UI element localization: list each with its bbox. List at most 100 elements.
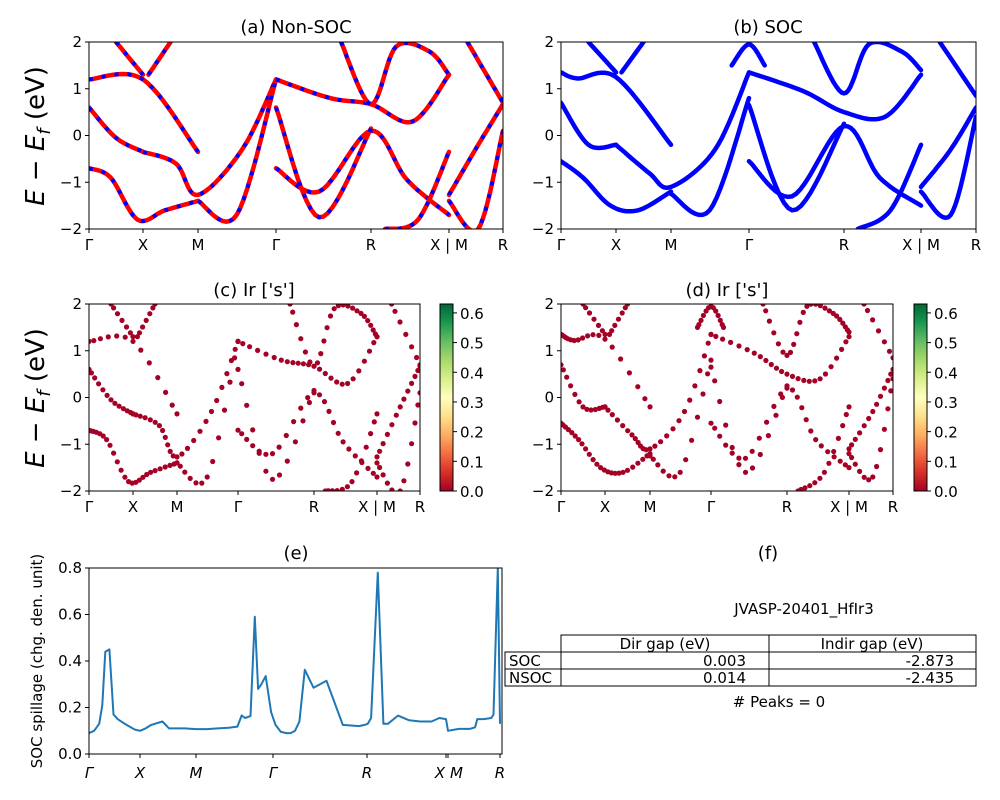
projection-point [602,336,608,342]
projection-point [224,371,230,377]
projection-point [798,486,804,491]
projection-point [374,460,380,466]
projection-point [857,468,863,474]
projection-point [588,407,594,413]
band-line-soc-dashed [196,78,278,224]
projection-point [384,480,390,486]
projection-point [564,374,570,380]
x-tick-label: M [190,764,203,782]
projection-point [305,395,311,401]
panel-d-colorbar [913,303,928,492]
projection-point [794,394,800,400]
y-tick-label: −1 [532,173,554,191]
projection-point [787,349,794,355]
projection-point [763,357,769,364]
projection-point [705,371,711,377]
projection-point [857,430,863,436]
panel-e-title: (e) [283,543,308,564]
projection-point [602,331,608,337]
projection-point [298,336,304,342]
projection-point [595,322,602,328]
projection-point [849,454,855,461]
projection-point [825,449,831,455]
projection-point [799,405,805,411]
band-line-soc [855,142,924,229]
y-tick-label: 1 [544,342,554,360]
projection-point [775,341,782,347]
projection-point [812,378,818,384]
projection-point [368,322,374,328]
projection-point [204,474,210,480]
band-line-soc-dashed [274,106,373,220]
projection-point [652,443,658,449]
projection-point [629,432,635,438]
projection-point [179,451,185,457]
projection-point [615,316,622,322]
projection-point [802,485,808,491]
projection-point [401,478,407,484]
projection-point [861,304,867,307]
x-tick-label: R [839,236,849,254]
projection-point [143,317,149,323]
table-cell-soc-indir: -2.873 [906,652,954,670]
band-line-soc [613,70,752,190]
projection-point [877,447,884,453]
projection-point [191,437,197,444]
projection-point [156,423,162,429]
projection-point [768,361,774,368]
projection-point [107,442,113,448]
projection-point [795,376,801,382]
projection-point [881,426,888,432]
x-tick-label: M [450,764,463,782]
projection-point [694,414,701,420]
projection-point [616,470,622,476]
projection-point [150,305,156,311]
projection-point [700,312,707,319]
projection-point [239,381,245,387]
projection-point [361,313,367,319]
projection-point [405,388,411,394]
projection-point [184,445,191,451]
projection-point [585,333,591,339]
projection-point [167,448,173,454]
projection-point [635,460,641,466]
projection-point [594,461,600,467]
projection-point [771,403,777,409]
projection-point [624,304,631,307]
projection-point [756,435,762,441]
band-line-soc-dashed [89,106,144,154]
projection-point [384,431,390,437]
projection-point [708,331,714,337]
projection-point [365,465,371,471]
panel-b-title: (b) SOC [733,17,802,38]
projection-point [846,446,852,452]
colorbar-tick-label: 0.1 [934,453,958,471]
projection-point [575,337,581,343]
projection-point [311,363,317,369]
projection-point [361,358,367,364]
y-tick-label: −2 [60,220,82,238]
projection-point [677,469,683,475]
projection-point [401,396,407,402]
projection-point [846,404,852,410]
projection-point [870,408,876,415]
projection-point [647,453,653,459]
projection-point [208,408,215,415]
projection-point [840,423,846,429]
x-tick-label: Γ [707,498,716,516]
projection-point [723,422,729,428]
projection-point [409,380,415,386]
projection-point [235,338,241,344]
projection-point [789,373,796,379]
band-line-nsoc [146,42,173,77]
band-line-soc-dashed [89,71,200,154]
projection-point [321,338,327,344]
y-tick-label: 1 [544,80,554,98]
projection-point [874,463,880,470]
projection-point [415,402,420,408]
projection-point [624,467,631,473]
panel-e-spillage-line [89,568,501,735]
y-tick-label: 0.0 [58,745,82,763]
projection-point [374,474,380,480]
colorbar-tick-label: 0.0 [460,483,484,501]
